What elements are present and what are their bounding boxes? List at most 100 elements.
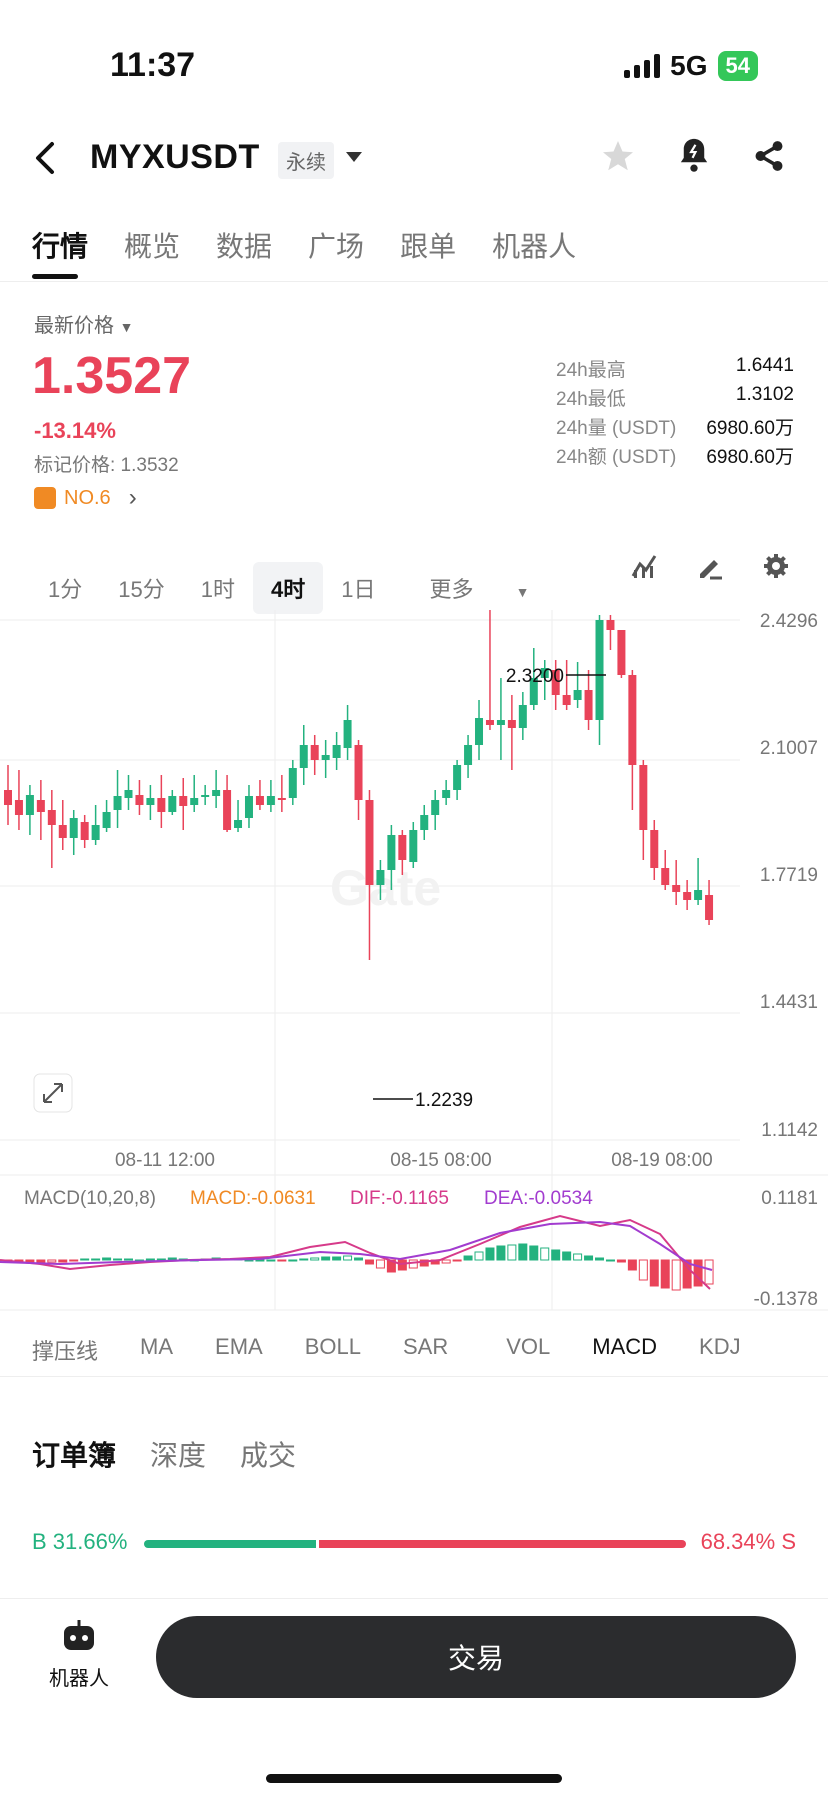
candle-body	[47, 810, 56, 825]
high-price-label: 2.3200	[506, 666, 564, 687]
latest-price-label[interactable]: 最新价格 ▼	[34, 315, 134, 337]
indicator-sar[interactable]: SAR	[402, 1334, 449, 1359]
macd-bar	[518, 1243, 528, 1261]
indicator-boll[interactable]: BOLL	[304, 1334, 361, 1359]
macd-bar	[288, 1259, 298, 1262]
trade-button[interactable]: 交易	[156, 1616, 796, 1698]
indicator-icon[interactable]	[630, 552, 658, 580]
rank-link[interactable]: NO.6 ›	[34, 484, 137, 512]
macd-bar	[375, 1259, 385, 1269]
price-change: -13.14%	[34, 418, 116, 443]
candle-body	[179, 796, 188, 806]
tab-market[interactable]: 行情	[32, 231, 89, 262]
sell-ratio-bar	[318, 1540, 686, 1548]
dif-line	[0, 1214, 711, 1290]
candle-body	[343, 720, 352, 748]
candle-body	[628, 675, 637, 765]
tab-orderbook[interactable]: 订单簿	[32, 1440, 117, 1471]
tab-bot[interactable]: 机器人	[492, 231, 577, 262]
interval-1h[interactable]: 1时	[200, 577, 235, 602]
macd-bar	[551, 1249, 561, 1261]
candle-body	[190, 798, 199, 805]
candle-body	[25, 795, 34, 815]
candle-body	[420, 815, 429, 830]
macd-value: MACD:-0.0631	[190, 1188, 316, 1209]
stat-value: 6980.60万	[706, 447, 794, 468]
macd-bar	[562, 1251, 572, 1261]
candle-body	[365, 800, 374, 885]
tab-overview[interactable]: 概览	[124, 231, 181, 262]
share-icon[interactable]	[752, 138, 786, 174]
candle-body	[453, 765, 462, 790]
rank-icon	[34, 487, 56, 509]
kline-chart[interactable]: Gate 2.4296 2.1007 1.7719 1.4431 1.1142 …	[0, 600, 828, 1320]
interval-4h[interactable]: 4时	[252, 562, 324, 614]
macd-bar	[660, 1259, 670, 1289]
macd-bar	[58, 1259, 68, 1263]
macd-bar	[266, 1259, 276, 1262]
x-tick: 08-15 08:00	[390, 1150, 491, 1171]
macd-bar	[485, 1247, 495, 1261]
indicator-macd[interactable]: MACD	[592, 1334, 658, 1359]
interval-15m[interactable]: 15分	[118, 577, 165, 602]
back-arrow-icon[interactable]	[30, 138, 60, 178]
tab-square[interactable]: 广场	[308, 231, 365, 262]
candle-body	[201, 795, 210, 797]
draw-icon[interactable]	[696, 552, 724, 580]
divider	[0, 1598, 828, 1599]
macd-bar	[616, 1259, 626, 1263]
macd-bar	[704, 1259, 714, 1285]
tab-data[interactable]: 数据	[216, 231, 273, 262]
network-label: 5G	[670, 50, 708, 81]
symbol-title[interactable]: MYXUSDT	[90, 138, 260, 176]
indicator-ema[interactable]: EMA	[215, 1334, 263, 1359]
indicator-kdj[interactable]: KDJ	[699, 1334, 741, 1359]
gear-icon[interactable]	[762, 552, 790, 580]
candle-body	[69, 818, 78, 838]
interval-1m[interactable]: 1分	[48, 577, 83, 602]
candle-body	[310, 745, 319, 760]
macd-bar	[364, 1259, 374, 1265]
tab-trades[interactable]: 成交	[240, 1440, 297, 1471]
symbol-dropdown-icon[interactable]	[346, 152, 362, 162]
macd-bar	[529, 1245, 539, 1261]
macd-bar	[649, 1259, 659, 1287]
interval-selector: 1分 15分 1时 4时 1日 更多 ▼	[30, 552, 565, 624]
indicator-tabs: 撑压线 MA EMA BOLL SAR VOL MACD KDJ	[32, 1334, 741, 1366]
mark-price: 标记价格: 1.3532	[34, 455, 179, 476]
tab-depth[interactable]: 深度	[150, 1440, 207, 1471]
interval-1d[interactable]: 1日	[341, 577, 376, 602]
stat-label: 24h最低	[556, 389, 626, 410]
candle-body	[124, 790, 133, 798]
candle-body	[354, 745, 363, 800]
bot-button[interactable]: 机器人	[44, 1620, 114, 1691]
sell-ratio-label: 68.34% S	[700, 1529, 796, 1554]
macd-bar	[463, 1255, 473, 1261]
robot-icon	[64, 1620, 94, 1650]
divider	[0, 281, 828, 282]
indicator-ma[interactable]: MA	[140, 1334, 174, 1359]
candle-body	[255, 796, 264, 805]
interval-more[interactable]: 更多 ▼	[429, 577, 530, 602]
tab-copy-trade[interactable]: 跟单	[400, 231, 457, 262]
x-axis: 08-11 12:00 08-15 08:00 08-19 08:00	[115, 1150, 713, 1171]
bell-alert-icon[interactable]	[676, 136, 712, 174]
macd-bar	[441, 1259, 451, 1264]
bot-label: 机器人	[49, 1668, 109, 1690]
expand-icon[interactable]	[33, 1073, 73, 1113]
candle-body	[573, 690, 582, 700]
macd-bar	[682, 1259, 692, 1289]
chevron-right-icon: ›	[128, 484, 137, 511]
macd-bar	[145, 1258, 155, 1261]
indicator-support[interactable]: 撑压线	[32, 1339, 99, 1364]
candle-body	[387, 835, 396, 870]
candle-body	[321, 755, 330, 760]
macd-bar	[113, 1258, 123, 1261]
candle-body	[639, 765, 648, 830]
candle-body	[507, 720, 516, 728]
indicator-vol[interactable]: VOL	[506, 1334, 551, 1359]
star-icon[interactable]	[600, 138, 636, 174]
macd-bar	[156, 1258, 166, 1261]
macd-title: MACD(10,20,8)	[24, 1188, 156, 1209]
candle-body	[135, 795, 144, 805]
